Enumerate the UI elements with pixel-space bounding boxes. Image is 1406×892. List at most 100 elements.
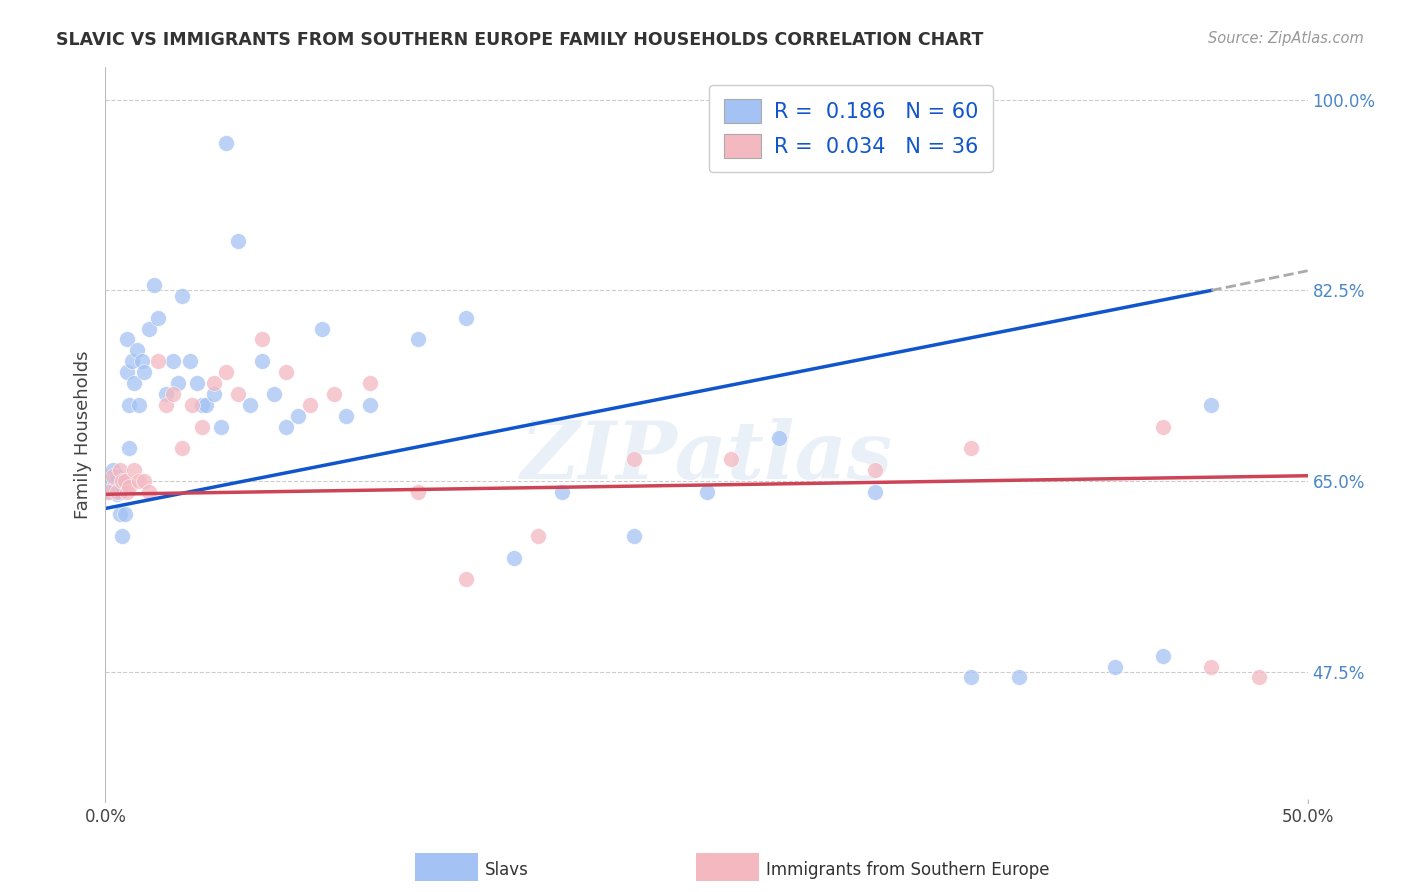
Point xyxy=(1104,659,1126,673)
Point xyxy=(863,485,886,500)
Point xyxy=(202,387,225,401)
Text: Source: ZipAtlas.com: Source: ZipAtlas.com xyxy=(1208,31,1364,46)
Point xyxy=(720,452,742,467)
Point xyxy=(118,442,141,456)
Point xyxy=(111,529,134,543)
Point xyxy=(239,398,262,412)
Point xyxy=(406,485,429,500)
Point xyxy=(132,474,155,488)
Point xyxy=(1008,670,1031,684)
Point xyxy=(1152,419,1174,434)
Point xyxy=(108,463,131,477)
Point xyxy=(115,485,138,500)
Point xyxy=(166,376,188,390)
Point xyxy=(1249,670,1271,684)
Point xyxy=(125,343,148,358)
Point xyxy=(1201,398,1223,412)
Point xyxy=(148,354,170,368)
Point xyxy=(274,419,297,434)
Point xyxy=(138,321,160,335)
Point xyxy=(97,485,120,500)
Point xyxy=(131,354,153,368)
Point xyxy=(322,387,344,401)
Point xyxy=(768,431,790,445)
Point xyxy=(287,409,309,423)
Point xyxy=(359,376,381,390)
Point xyxy=(104,476,127,491)
Point xyxy=(503,550,526,565)
Point xyxy=(101,468,124,483)
Point xyxy=(101,474,124,488)
Point xyxy=(406,333,429,347)
Point xyxy=(960,670,983,684)
Point xyxy=(527,529,550,543)
Text: Immigrants from Southern Europe: Immigrants from Southern Europe xyxy=(766,861,1050,879)
Point xyxy=(128,474,150,488)
Point xyxy=(114,507,136,521)
Point xyxy=(111,474,134,488)
Point xyxy=(172,442,194,456)
Text: Slavs: Slavs xyxy=(485,861,529,879)
Point xyxy=(335,409,357,423)
Point xyxy=(107,485,129,500)
Point xyxy=(209,419,232,434)
Point xyxy=(128,398,150,412)
Point xyxy=(226,235,249,249)
Point xyxy=(132,365,155,379)
Point xyxy=(98,485,121,500)
Point xyxy=(863,463,886,477)
Point xyxy=(186,376,208,390)
Y-axis label: Family Households: Family Households xyxy=(73,351,91,519)
Point xyxy=(190,398,212,412)
Point xyxy=(195,398,218,412)
Legend: R =  0.186   N = 60, R =  0.034   N = 36: R = 0.186 N = 60, R = 0.034 N = 36 xyxy=(709,85,993,172)
Point xyxy=(311,321,333,335)
Point xyxy=(104,483,127,497)
Point xyxy=(359,398,381,412)
Point xyxy=(108,485,131,500)
Point xyxy=(274,365,297,379)
Point xyxy=(696,485,718,500)
Point xyxy=(108,507,131,521)
Point xyxy=(162,354,184,368)
Point xyxy=(98,468,121,483)
Point xyxy=(124,463,146,477)
Point xyxy=(623,452,645,467)
Text: ZIPatlas: ZIPatlas xyxy=(520,418,893,496)
Point xyxy=(263,387,285,401)
Point xyxy=(148,310,170,325)
Point xyxy=(1152,648,1174,663)
Point xyxy=(155,398,177,412)
Point xyxy=(454,310,477,325)
Point xyxy=(960,442,983,456)
Point xyxy=(124,376,146,390)
Point xyxy=(623,529,645,543)
Point xyxy=(97,474,120,488)
Point xyxy=(101,463,124,477)
Point xyxy=(118,480,141,494)
Point xyxy=(118,398,141,412)
Point xyxy=(114,474,136,488)
Point xyxy=(111,474,134,488)
Point xyxy=(172,289,194,303)
Point xyxy=(121,354,143,368)
Point xyxy=(226,387,249,401)
Point xyxy=(214,365,236,379)
Point xyxy=(181,398,204,412)
Point xyxy=(138,485,160,500)
Point xyxy=(214,136,236,151)
Point xyxy=(162,387,184,401)
Point xyxy=(107,468,129,483)
Point xyxy=(551,485,574,500)
Point xyxy=(155,387,177,401)
Point xyxy=(190,419,212,434)
Point xyxy=(115,333,138,347)
Point xyxy=(179,354,201,368)
Point xyxy=(298,398,321,412)
Point xyxy=(107,487,129,501)
Point xyxy=(142,277,165,292)
Point xyxy=(115,365,138,379)
Point xyxy=(454,572,477,586)
Point xyxy=(202,376,225,390)
Text: SLAVIC VS IMMIGRANTS FROM SOUTHERN EUROPE FAMILY HOUSEHOLDS CORRELATION CHART: SLAVIC VS IMMIGRANTS FROM SOUTHERN EUROP… xyxy=(56,31,984,49)
